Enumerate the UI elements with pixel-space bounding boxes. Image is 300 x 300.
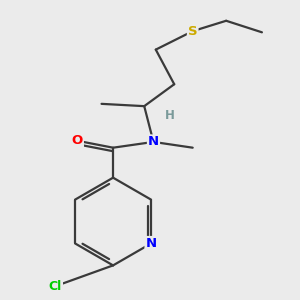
Text: N: N (148, 135, 159, 148)
Text: N: N (146, 237, 157, 250)
Text: S: S (188, 25, 197, 38)
Text: H: H (165, 109, 175, 122)
Text: Cl: Cl (49, 280, 62, 293)
Text: O: O (72, 134, 83, 147)
